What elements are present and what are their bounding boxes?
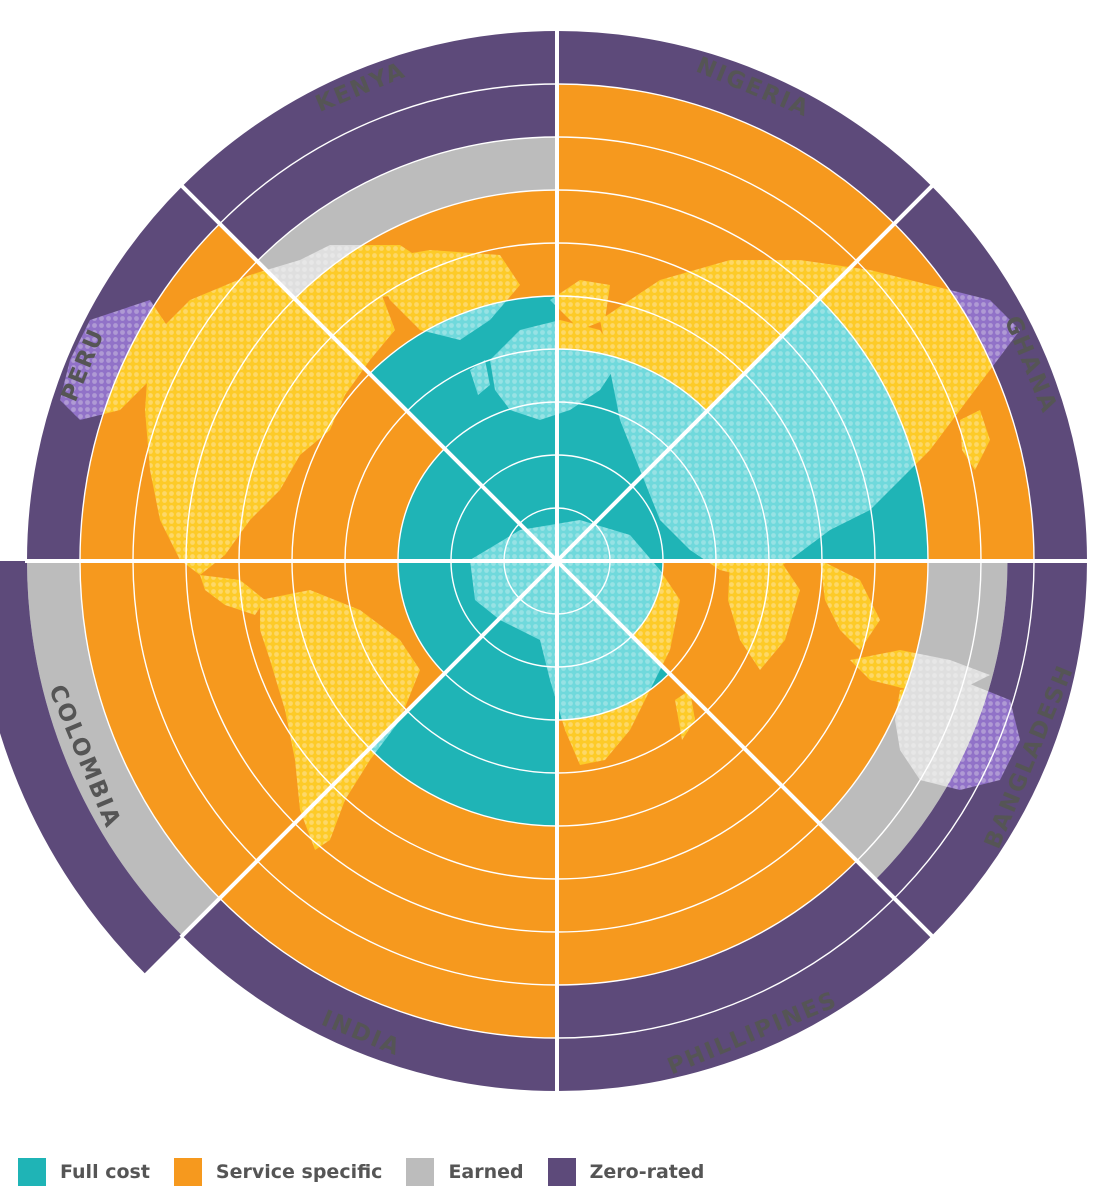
legend-item-service-specific: Service specific (173, 1158, 383, 1186)
legend-label-earned: Earned (448, 1161, 524, 1183)
legend-label-full-cost: Full cost (60, 1161, 150, 1183)
sector-divider (555, 559, 935, 939)
legend-swatch-earned (406, 1158, 435, 1186)
legend: Full cost Service specific Earned Zero-r… (18, 1158, 728, 1186)
segment-colombia-zero-rated (0, 561, 183, 974)
legend-label-zero-rated: Zero-rated (589, 1161, 705, 1183)
sector-divider (179, 183, 559, 563)
legend-item-earned: Earned (406, 1158, 524, 1186)
legend-swatch-zero-rated (547, 1158, 576, 1186)
radial-bar-chart: NIGERIAGHANABANGLADESHPHILLIPINESINDIACO… (0, 29, 1089, 1093)
sector-divider (179, 559, 559, 939)
legend-item-full-cost: Full cost (18, 1158, 150, 1186)
legend-swatch-full-cost (18, 1158, 46, 1186)
legend-item-zero-rated: Zero-rated (547, 1158, 705, 1186)
legend-label-service-specific: Service specific (215, 1161, 383, 1183)
sector-dividers (25, 29, 1089, 1093)
legend-swatch-service-specific (173, 1158, 202, 1186)
sector-divider (555, 183, 935, 563)
